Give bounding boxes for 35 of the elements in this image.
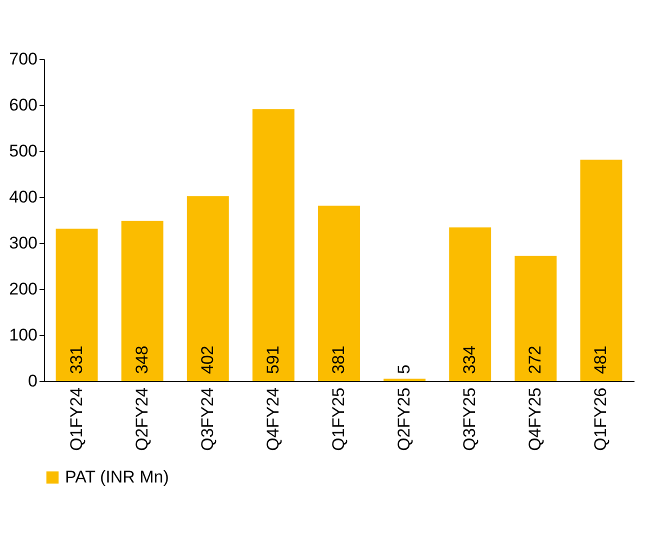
x-tick-label: Q2FY24 <box>132 388 152 451</box>
y-tick-label: 600 <box>9 96 38 114</box>
x-tick-label: Q4FY25 <box>526 388 545 451</box>
data-label: 402 <box>198 346 217 374</box>
bar <box>186 196 229 381</box>
bar <box>449 227 492 381</box>
y-tick-label: 400 <box>9 188 38 206</box>
x-tick-label: Q3FY24 <box>198 388 217 451</box>
x-tick-label: Q1FY25 <box>329 388 348 451</box>
y-tick-label: 100 <box>9 326 38 344</box>
bar <box>121 220 164 381</box>
data-label: 5 <box>394 364 414 374</box>
x-tick-label: Q3FY25 <box>460 388 480 451</box>
bar <box>252 109 294 381</box>
y-tick-label: 0 <box>28 372 38 390</box>
y-tick-label: 300 <box>9 234 38 252</box>
bar <box>514 256 557 381</box>
x-tick-label: Q2FY25 <box>394 388 414 451</box>
x-tick-label: Q4FY24 <box>263 388 282 451</box>
y-tick-label: 200 <box>9 280 38 298</box>
data-label: 331 <box>66 346 86 374</box>
bar <box>580 160 622 381</box>
y-tick-label: 500 <box>9 142 38 160</box>
bar <box>56 228 98 381</box>
bar <box>318 206 360 381</box>
data-label: 481 <box>591 346 610 374</box>
data-label: 381 <box>329 346 348 374</box>
x-tick-label: Q1FY26 <box>591 388 610 451</box>
data-label: 348 <box>132 346 152 374</box>
legend-label: PAT (INR Mn) <box>65 468 169 486</box>
x-tick-label: Q1FY24 <box>66 388 86 451</box>
y-tick-label: 700 <box>9 50 38 68</box>
data-label: 272 <box>526 346 545 374</box>
data-label: 591 <box>263 346 282 374</box>
data-label: 334 <box>460 346 480 374</box>
